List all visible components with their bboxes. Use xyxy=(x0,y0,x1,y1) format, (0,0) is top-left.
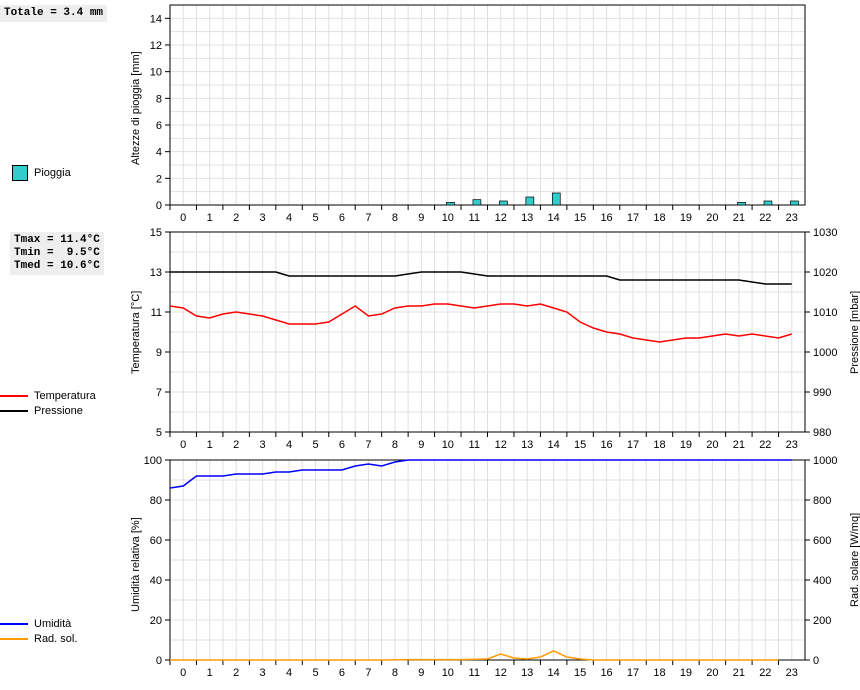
legend-label: Rad. sol. xyxy=(34,633,77,645)
weather-dashboard: 0246810121401234567891011121314151617181… xyxy=(0,0,860,690)
svg-text:20: 20 xyxy=(706,667,718,679)
svg-text:40: 40 xyxy=(150,575,162,587)
svg-text:3: 3 xyxy=(260,667,266,679)
svg-text:60: 60 xyxy=(150,535,162,547)
legend-umidit-: Umidità xyxy=(0,618,71,630)
svg-text:6: 6 xyxy=(339,667,345,679)
svg-text:18: 18 xyxy=(653,667,665,679)
svg-text:22: 22 xyxy=(759,667,771,679)
svg-text:10: 10 xyxy=(442,667,454,679)
svg-text:800: 800 xyxy=(813,495,831,507)
legend-rad-sol-: Rad. sol. xyxy=(0,633,77,645)
svg-text:200: 200 xyxy=(813,615,831,627)
svg-text:20: 20 xyxy=(150,615,162,627)
svg-text:4: 4 xyxy=(286,667,292,679)
svg-text:100: 100 xyxy=(144,455,162,467)
svg-text:21: 21 xyxy=(733,667,745,679)
y-axis-label: Umidità relativa [%] xyxy=(130,517,142,612)
svg-text:23: 23 xyxy=(786,667,798,679)
svg-text:9: 9 xyxy=(418,667,424,679)
series-umidità xyxy=(170,460,792,488)
y2-axis-label: Rad. solare [W/mq] xyxy=(849,513,860,607)
legend-line xyxy=(0,638,28,640)
legend-label: Umidità xyxy=(34,618,71,630)
svg-text:5: 5 xyxy=(312,667,318,679)
svg-text:12: 12 xyxy=(495,667,507,679)
svg-text:1000: 1000 xyxy=(813,455,837,467)
svg-text:0: 0 xyxy=(180,667,186,679)
svg-text:14: 14 xyxy=(548,667,560,679)
svg-text:11: 11 xyxy=(469,667,480,679)
svg-text:1: 1 xyxy=(207,667,213,679)
svg-text:80: 80 xyxy=(150,495,162,507)
svg-text:600: 600 xyxy=(813,535,831,547)
svg-text:8: 8 xyxy=(392,667,398,679)
chart-panel: 0204060801000200400600800100001234567891… xyxy=(0,0,860,690)
svg-text:0: 0 xyxy=(156,655,162,667)
svg-text:0: 0 xyxy=(813,655,819,667)
svg-text:16: 16 xyxy=(600,667,612,679)
legend-line xyxy=(0,623,28,625)
svg-text:15: 15 xyxy=(574,667,586,679)
svg-text:17: 17 xyxy=(627,667,639,679)
svg-text:400: 400 xyxy=(813,575,831,587)
svg-text:19: 19 xyxy=(680,667,692,679)
svg-text:13: 13 xyxy=(521,667,533,679)
svg-text:2: 2 xyxy=(233,667,239,679)
svg-text:7: 7 xyxy=(365,667,371,679)
